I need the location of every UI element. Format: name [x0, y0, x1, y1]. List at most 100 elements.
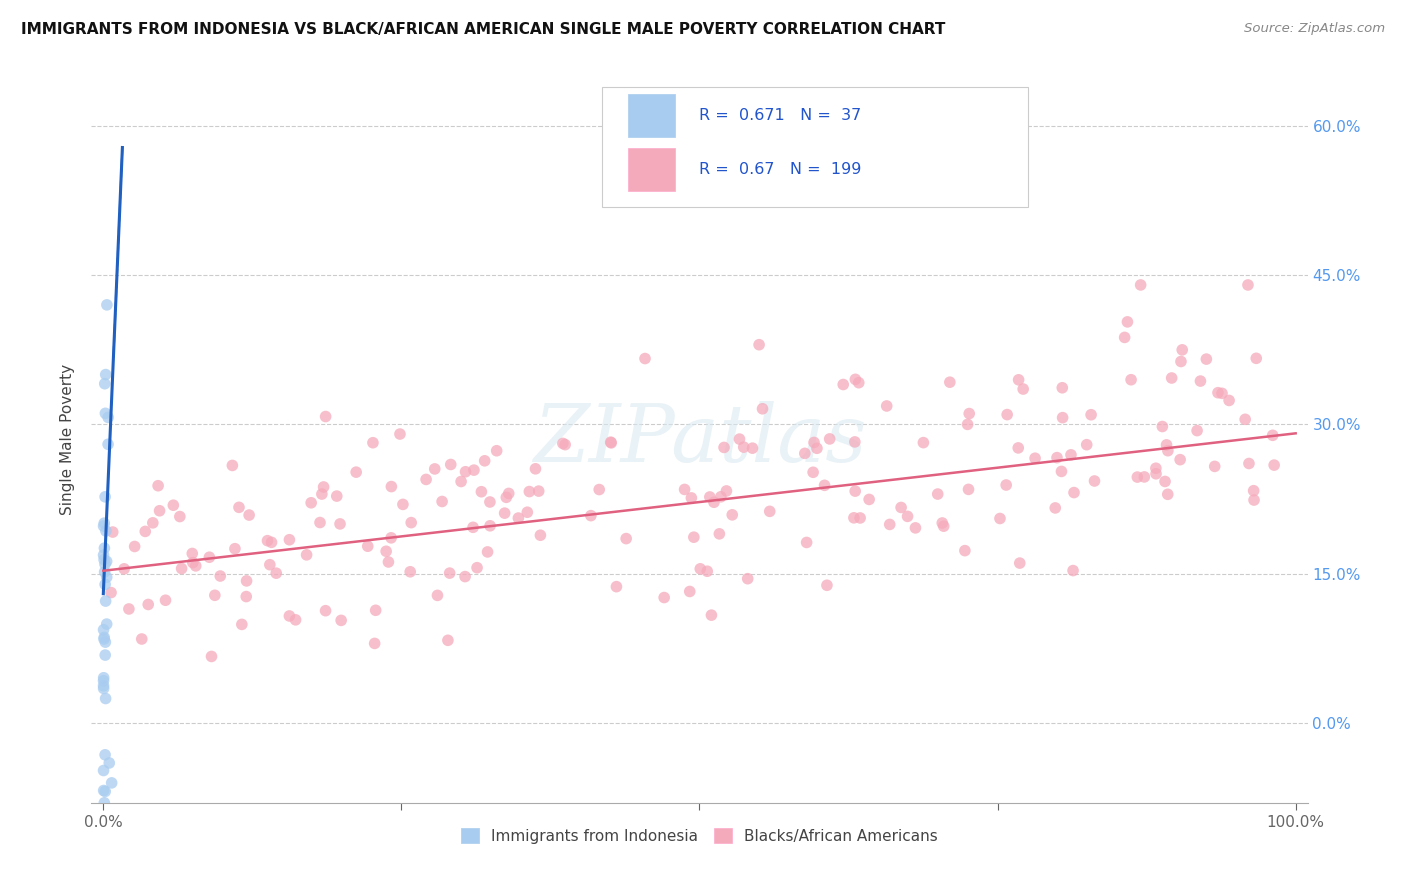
Point — [479, 518, 502, 533]
Point — [673, 483, 696, 497]
Point — [931, 516, 953, 530]
Point — [423, 462, 446, 476]
Point — [461, 520, 484, 534]
Point — [363, 636, 385, 650]
Point — [221, 458, 243, 473]
Point — [842, 511, 865, 525]
Point — [1234, 412, 1257, 426]
Point — [1261, 428, 1284, 442]
FancyBboxPatch shape — [627, 94, 675, 136]
Point — [124, 540, 146, 554]
Point — [415, 472, 437, 486]
Point — [1218, 393, 1240, 408]
Point — [1195, 352, 1218, 367]
Point — [844, 484, 866, 499]
Point — [235, 590, 257, 604]
Point — [93, 671, 115, 685]
Point — [554, 437, 576, 451]
Point — [1263, 458, 1285, 472]
Point — [1170, 354, 1192, 368]
Point — [1157, 443, 1180, 458]
Point — [93, 516, 115, 530]
Point — [721, 508, 744, 522]
Point — [605, 580, 627, 594]
Point — [96, 570, 118, 584]
Point — [1007, 373, 1029, 387]
Point — [1129, 277, 1152, 292]
Point — [741, 441, 763, 455]
Point — [94, 648, 117, 662]
Point — [1237, 277, 1260, 292]
Point — [235, 574, 257, 588]
Point — [806, 442, 828, 456]
Point — [94, 558, 117, 572]
Point — [703, 495, 725, 509]
Point — [896, 509, 918, 524]
Point — [93, 623, 115, 637]
Point — [1008, 556, 1031, 570]
Point — [169, 509, 191, 524]
Point — [832, 377, 855, 392]
Point — [815, 578, 838, 592]
Point — [1157, 487, 1180, 501]
Point — [1116, 315, 1139, 329]
Point — [696, 564, 718, 578]
Point — [380, 531, 402, 545]
Point — [93, 783, 115, 797]
Point — [329, 516, 352, 531]
Point — [1211, 386, 1233, 401]
Point — [904, 521, 927, 535]
Y-axis label: Single Male Poverty: Single Male Poverty — [60, 364, 76, 515]
Point — [728, 432, 751, 446]
Point — [93, 764, 115, 778]
Point — [94, 784, 117, 798]
Text: R =  0.67   N =  199: R = 0.67 N = 199 — [699, 162, 862, 177]
Point — [198, 550, 221, 565]
Point — [231, 617, 253, 632]
Point — [517, 484, 540, 499]
Point — [454, 569, 477, 583]
Point — [988, 511, 1011, 525]
Point — [96, 298, 118, 312]
Point — [1046, 450, 1069, 465]
Point — [94, 490, 117, 504]
Point — [1144, 461, 1167, 475]
Legend: Immigrants from Indonesia, Blacks/African Americans: Immigrants from Indonesia, Blacks/Africa… — [454, 822, 945, 850]
Point — [224, 541, 246, 556]
Point — [299, 496, 322, 510]
Point — [689, 562, 711, 576]
Point — [818, 432, 841, 446]
Point — [1062, 564, 1084, 578]
Point — [796, 535, 818, 549]
Point — [96, 554, 118, 568]
Point — [380, 479, 402, 493]
Point — [98, 756, 121, 770]
Point — [1168, 452, 1191, 467]
Point — [652, 591, 675, 605]
Point — [1204, 459, 1226, 474]
Point — [1119, 373, 1142, 387]
Point — [1114, 330, 1136, 344]
Point — [284, 613, 307, 627]
Point — [681, 491, 703, 505]
Point — [1206, 385, 1229, 400]
Point — [803, 435, 825, 450]
Point — [1144, 467, 1167, 481]
Point — [1052, 410, 1074, 425]
Point — [912, 435, 935, 450]
Point — [1185, 424, 1208, 438]
Point — [364, 603, 387, 617]
Point — [93, 681, 115, 696]
Point — [450, 475, 472, 489]
Point — [1063, 485, 1085, 500]
Point — [939, 375, 962, 389]
Text: Source: ZipAtlas.com: Source: ZipAtlas.com — [1244, 22, 1385, 36]
Point — [1237, 457, 1260, 471]
Point — [256, 533, 278, 548]
Point — [927, 487, 949, 501]
Text: R =  0.671   N =  37: R = 0.671 N = 37 — [699, 108, 862, 123]
Point — [361, 435, 384, 450]
Point — [524, 462, 547, 476]
Point — [932, 519, 955, 533]
Point — [392, 497, 415, 511]
